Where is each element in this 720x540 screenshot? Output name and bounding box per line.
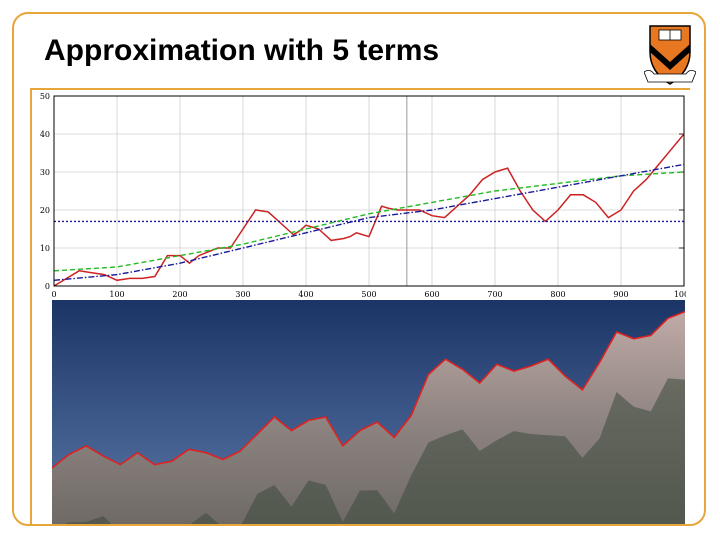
chart-series [53, 133, 685, 287]
x-tick-label: 200 [172, 290, 187, 297]
y-tick-label: 0 [45, 282, 50, 291]
y-tick-label: 30 [40, 168, 50, 177]
y-tick-label: 40 [40, 130, 50, 139]
forest-shadow [52, 378, 685, 524]
series-line-2 [53, 171, 685, 272]
series-line-3 [53, 163, 685, 281]
x-tick-label: 800 [550, 290, 565, 297]
y-tick-label: 20 [40, 206, 50, 215]
mountain-photo [52, 300, 685, 524]
plot-frame [53, 95, 685, 287]
university-shield-icon [644, 25, 696, 85]
x-tick-label: 600 [424, 290, 439, 297]
chart-ticks: 0 100 200 300 400 500 600 700 800 900 1000 0 10 20 30 4… [40, 92, 686, 297]
x-tick-label: 900 [613, 290, 628, 297]
y-tick-label: 10 [40, 244, 50, 253]
slide-frame [12, 12, 706, 526]
slide-title: Approximation with 5 terms [44, 34, 440, 67]
x-tick-label: 100 [109, 290, 124, 297]
x-tick-label: 400 [298, 290, 313, 297]
x-tick-label: 300 [235, 290, 250, 297]
chart-grid [53, 95, 685, 287]
title-rule [30, 88, 690, 90]
fourier-approximation-chart: 0 100 200 300 400 500 600 700 800 900 1000 0 10 20 30 4… [40, 92, 686, 297]
ridge-outline [52, 310, 685, 469]
y-tick-label: 50 [40, 92, 50, 101]
x-tick-label: 500 [361, 290, 376, 297]
left-rule [30, 90, 32, 526]
series-line-0 [53, 133, 685, 287]
x-tick-label: 0 [51, 290, 56, 297]
x-tick-label: 1000 [674, 290, 686, 297]
x-tick-label: 700 [487, 290, 502, 297]
